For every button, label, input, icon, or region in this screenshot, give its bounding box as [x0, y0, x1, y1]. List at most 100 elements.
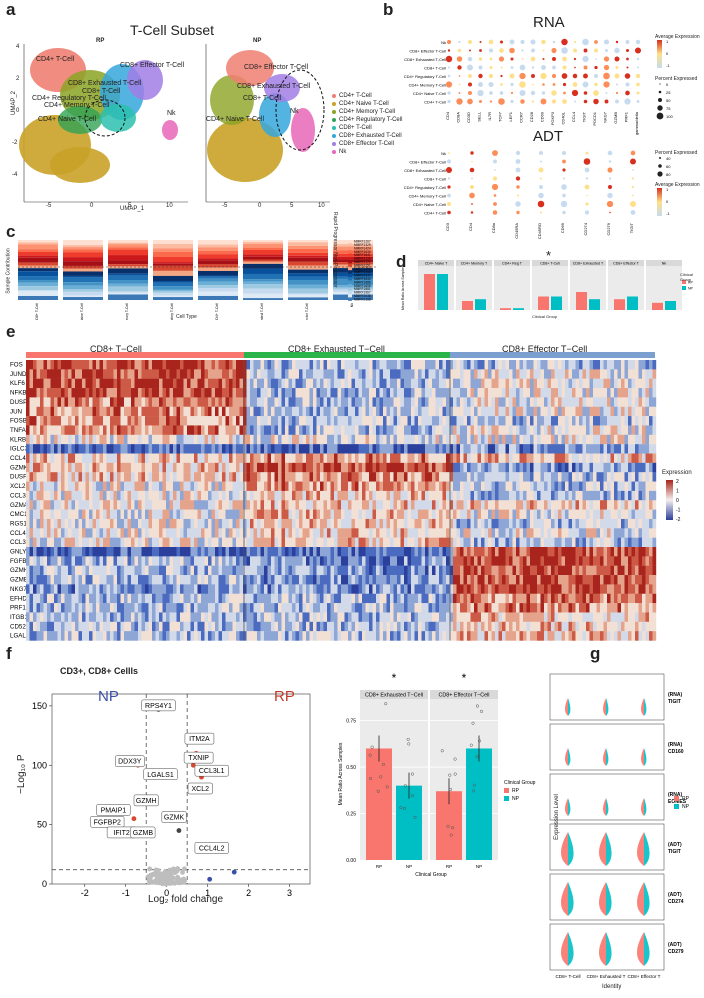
heat-cell: [239, 518, 244, 529]
heat-cell: [351, 472, 356, 482]
heat-cell: [26, 565, 30, 576]
heat-cell: [148, 434, 153, 445]
heat-cell: [281, 462, 286, 473]
heat-cell: [516, 575, 520, 585]
heat-cell: [54, 369, 58, 379]
stack-segment: [63, 277, 103, 283]
heat-cell: [253, 397, 258, 407]
heat-cell: [526, 416, 531, 426]
heat-cell: [131, 537, 135, 548]
heat-cell: [57, 584, 62, 594]
heat-cell: [96, 425, 100, 435]
heat-cell: [75, 425, 79, 435]
heat-cell: [649, 509, 653, 520]
heat-cell: [446, 369, 450, 379]
heat-cell: [267, 462, 272, 473]
heat-cell: [593, 509, 597, 520]
heat-cell: [624, 360, 629, 370]
heat-gene-label: CCL3L1: [10, 492, 33, 499]
heat-cell: [484, 500, 489, 510]
heat-cell: [180, 481, 184, 492]
heat-cell: [572, 518, 576, 529]
heat-cell: [43, 425, 48, 435]
rna-dot: [457, 65, 462, 70]
heat-cell: [642, 518, 646, 529]
stack-segment: [333, 294, 373, 300]
stack-segment: [153, 265, 193, 271]
heat-cell: [470, 416, 475, 426]
heat-cell: [551, 425, 555, 435]
heat-cell: [316, 556, 321, 566]
heat-cell: [502, 397, 506, 407]
heat-cell: [453, 397, 457, 407]
heat-cell: [341, 416, 345, 426]
heat-cell: [383, 565, 387, 576]
heat-cell: [540, 388, 545, 398]
heat-cell: [201, 518, 205, 529]
rna-dot: [624, 98, 631, 105]
heat-cell: [320, 509, 324, 520]
heat-cell: [288, 528, 293, 538]
heat-cell: [253, 425, 258, 435]
heat-cell: [85, 388, 90, 398]
heat-cell: [561, 509, 566, 520]
heat-cell: [603, 369, 608, 379]
heat-cell: [617, 575, 622, 585]
heat-cell: [645, 416, 650, 426]
heat-cell: [145, 575, 149, 585]
heat-cell: [43, 481, 48, 492]
heat-cell: [99, 490, 104, 501]
heat-cell: [344, 481, 349, 492]
heat-cell: [533, 528, 538, 538]
heat-cell: [652, 575, 657, 585]
heat-cell: [225, 481, 230, 492]
heat-cell: [75, 397, 79, 407]
heat-cell: [103, 481, 107, 492]
heat-cell: [442, 453, 447, 464]
heat-cell: [292, 444, 296, 454]
heat-cell: [561, 547, 566, 557]
heat-cell: [337, 509, 342, 520]
heat-cell: [372, 547, 377, 557]
heat-cell: [568, 565, 573, 576]
heat-cell: [285, 547, 289, 557]
heat-cell: [334, 369, 338, 379]
heat-cell: [390, 388, 394, 398]
rna-dot: [488, 81, 494, 88]
heat-cell: [183, 462, 188, 473]
heat-cell: [57, 481, 62, 492]
heat-cell: [190, 406, 195, 417]
heat-cell: [47, 369, 51, 379]
heat-cell: [229, 575, 233, 585]
heat-cell: [439, 537, 443, 548]
heat-cell: [600, 388, 604, 398]
heat-cell: [642, 378, 646, 389]
heat-cell: [470, 472, 475, 482]
heat-cell: [502, 575, 506, 585]
adt-dot: [538, 167, 544, 173]
heat-cell: [404, 509, 408, 520]
heat-cell: [250, 360, 254, 370]
heat-cell: [239, 575, 244, 585]
panel-letter-a: a: [6, 0, 16, 19]
heat-cell: [649, 575, 653, 585]
heat-cell: [432, 575, 436, 585]
heat-cell: [488, 388, 492, 398]
heat-cell: [323, 453, 328, 464]
rna-dot: [500, 83, 503, 86]
heat-cell: [362, 416, 366, 426]
heat-cell: [383, 425, 387, 435]
heat-cell: [649, 378, 653, 389]
heat-cell: [411, 490, 415, 501]
heat-cell: [103, 500, 107, 510]
heat-cell: [565, 425, 569, 435]
stack-segment: [333, 246, 373, 251]
heat-cell: [428, 565, 433, 576]
heat-cell: [523, 472, 527, 482]
stack-segment: [333, 253, 373, 257]
heat-cell: [145, 434, 149, 445]
heat-cell: [82, 518, 86, 529]
heat-cell: [229, 453, 233, 464]
heat-cell: [348, 528, 352, 538]
heat-cell: [141, 360, 146, 370]
